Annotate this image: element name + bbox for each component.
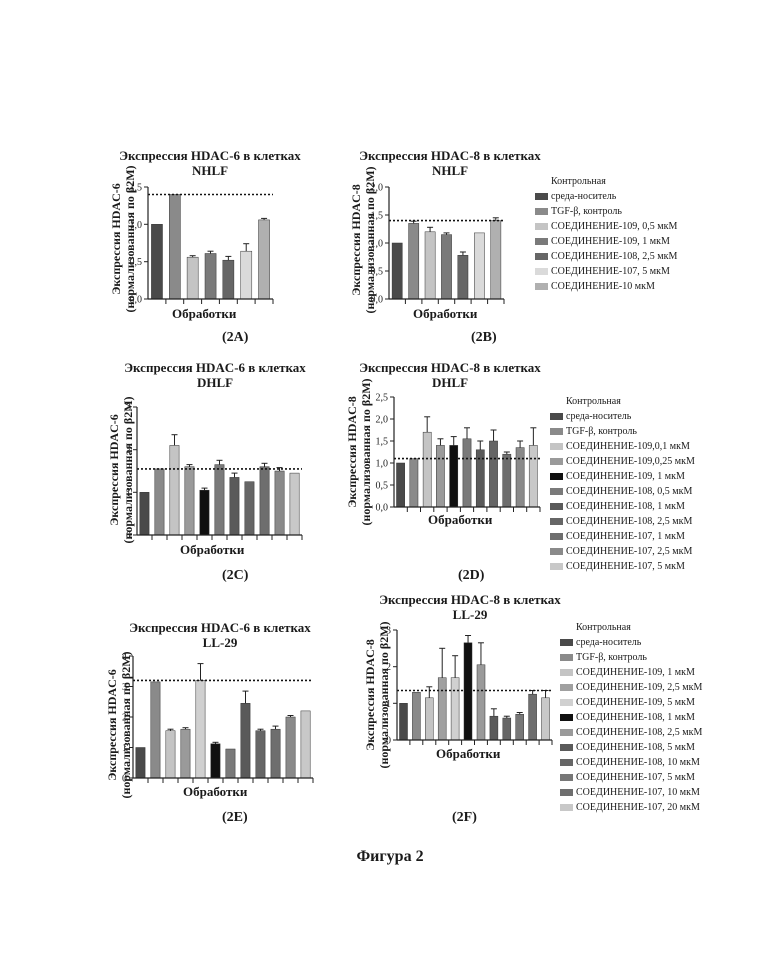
- legend-label: СОЕДИНЕНИЕ-107, 20 мкМ: [576, 800, 700, 815]
- legend-swatch: [560, 744, 573, 751]
- legend-swatch: [560, 759, 573, 766]
- bar-2f-4: [451, 678, 459, 740]
- panel-2f-x-label: Обработки: [436, 746, 500, 762]
- legend-item: СОЕДИНЕНИЕ-109, 1 мкМ: [560, 665, 702, 680]
- bar-2f-3: [438, 678, 446, 740]
- panel-2f-label: (2F): [452, 810, 477, 826]
- y-tick-label-2f-0: 0: [386, 736, 391, 747]
- legend-swatch: [560, 684, 573, 691]
- legend-item: TGF-β, контроль: [560, 650, 702, 665]
- legend-2f: Контрольнаясреда-носительTGF-β, контроль…: [560, 620, 702, 815]
- legend-label: СОЕДИНЕНИЕ-107, 10 мкМ: [576, 785, 700, 800]
- bar-2f-11: [542, 698, 550, 740]
- legend-item: СОЕДИНЕНИЕ-108, 5 мкМ: [560, 740, 702, 755]
- bar-2f-5: [464, 643, 472, 740]
- y-tick-label-2f-2: 2: [386, 662, 391, 673]
- legend-item: СОЕДИНЕНИЕ-109, 5 мкМ: [560, 695, 702, 710]
- legend-swatch: [560, 639, 573, 646]
- legend-item: среда-носитель: [560, 635, 702, 650]
- legend-item: СОЕДИНЕНИЕ-108, 2,5 мкМ: [560, 725, 702, 740]
- bar-2f-9: [516, 714, 524, 740]
- legend-label: СОЕДИНЕНИЕ-108, 10 мкМ: [576, 755, 700, 770]
- legend-label: СОЕДИНЕНИЕ-108, 2,5 мкМ: [576, 725, 702, 740]
- bar-2f-1: [412, 692, 420, 740]
- legend-item: СОЕДИНЕНИЕ-109, 2,5 мкМ: [560, 680, 702, 695]
- legend-swatch: [560, 714, 573, 721]
- legend-label: СОЕДИНЕНИЕ-108, 1 мкМ: [576, 710, 695, 725]
- bar-2f-8: [503, 718, 511, 740]
- legend-item: СОЕДИНЕНИЕ-108, 1 мкМ: [560, 710, 702, 725]
- legend-label: среда-носитель: [576, 635, 641, 650]
- legend-swatch: [560, 699, 573, 706]
- legend-item: СОЕДИНЕНИЕ-107, 5 мкМ: [560, 770, 702, 785]
- bar-2f-6: [477, 665, 485, 740]
- bar-2f-10: [529, 694, 537, 740]
- legend-item: СОЕДИНЕНИЕ-107, 10 мкМ: [560, 785, 702, 800]
- chart-2f: 0 1 2 3: [0, 0, 780, 961]
- legend-swatch: [560, 669, 573, 676]
- legend-swatch: [560, 789, 573, 796]
- legend-label: СОЕДИНЕНИЕ-109, 2,5 мкМ: [576, 680, 702, 695]
- y-tick-label-2f-3: 3: [386, 626, 391, 637]
- legend-label: СОЕДИНЕНИЕ-108, 5 мкМ: [576, 740, 695, 755]
- legend-swatch: [560, 804, 573, 811]
- legend-heading: Контрольная: [560, 620, 702, 635]
- bar-2f-2: [425, 698, 433, 740]
- legend-label: СОЕДИНЕНИЕ-109, 1 мкМ: [576, 665, 695, 680]
- legend-label: СОЕДИНЕНИЕ-107, 5 мкМ: [576, 770, 695, 785]
- legend-swatch: [560, 729, 573, 736]
- legend-label: СОЕДИНЕНИЕ-109, 5 мкМ: [576, 695, 695, 710]
- bar-2f-0: [400, 703, 408, 740]
- legend-item: СОЕДИНЕНИЕ-108, 10 мкМ: [560, 755, 702, 770]
- figure-caption: Фигура 2: [0, 848, 780, 866]
- bar-2f-7: [490, 716, 498, 740]
- legend-label: TGF-β, контроль: [576, 650, 647, 665]
- y-tick-label-2f-1: 1: [386, 699, 391, 710]
- legend-swatch: [560, 774, 573, 781]
- legend-item: СОЕДИНЕНИЕ-107, 20 мкМ: [560, 800, 702, 815]
- legend-swatch: [560, 654, 573, 661]
